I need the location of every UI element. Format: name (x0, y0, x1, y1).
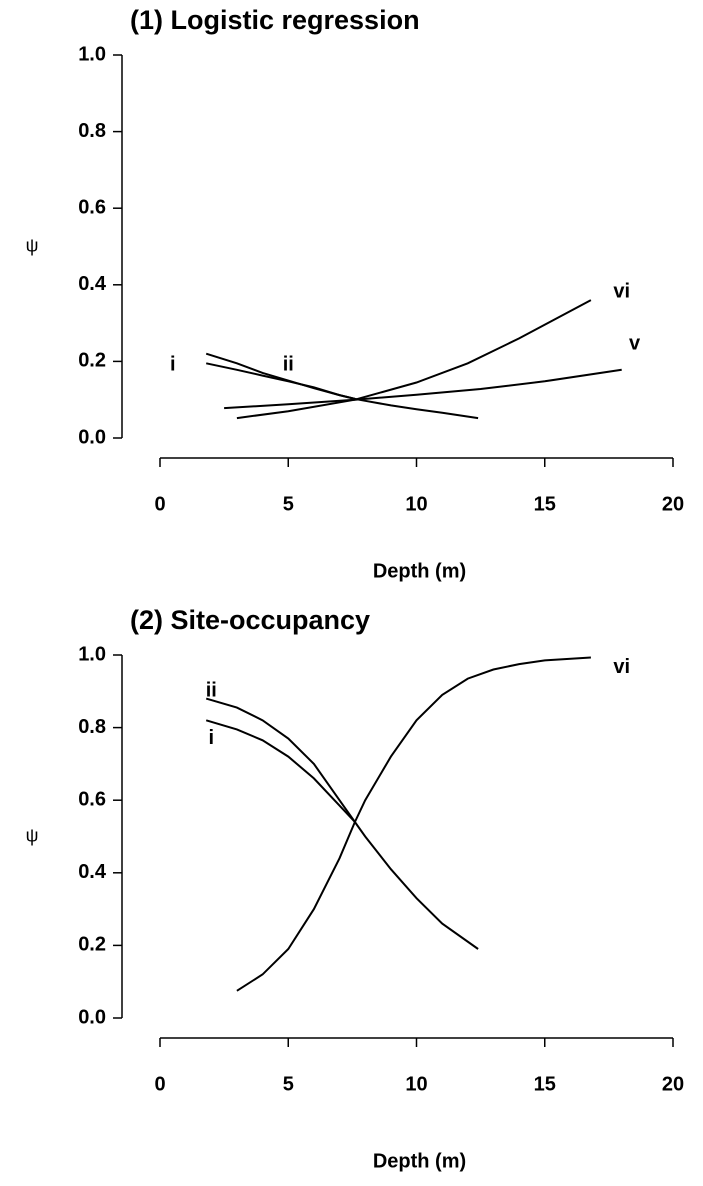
y-tick-label: 1.0 (78, 643, 106, 665)
x-tick-label: 10 (405, 493, 427, 515)
y-axis-label: ψ (26, 235, 39, 255)
y-tick-label: 0.2 (78, 350, 106, 372)
y-tick-label: 0.0 (78, 426, 106, 448)
y-tick-label: 0.4 (78, 861, 107, 883)
series-line (205, 719, 356, 823)
series-label: vi (613, 281, 630, 303)
y-tick-label: 0.2 (78, 934, 106, 956)
x-axis-label: Depth (m) (373, 560, 466, 582)
x-tick-label: 0 (154, 493, 165, 515)
series-line (236, 299, 592, 420)
y-tick-label: 0.8 (78, 120, 106, 142)
series-label: v (629, 332, 641, 354)
y-axis-label: ψ (26, 825, 39, 845)
y-tick-label: 0.8 (78, 716, 106, 738)
series-label: i (170, 354, 176, 376)
y-tick-label: 0.6 (78, 196, 106, 218)
x-tick-label: 15 (534, 1073, 556, 1095)
series-line (224, 368, 622, 410)
x-tick-label: 20 (662, 493, 684, 515)
x-tick-label: 10 (405, 1073, 427, 1095)
series-label: i (209, 727, 215, 749)
y-tick-label: 0.0 (78, 1006, 106, 1028)
x-tick-label: 5 (283, 1073, 294, 1095)
series-line (205, 697, 479, 950)
series-label: vi (613, 656, 630, 678)
series-label: ii (206, 680, 217, 702)
series-label: ii (283, 354, 294, 376)
x-tick-label: 15 (534, 493, 556, 515)
y-tick-label: 1.0 (78, 43, 106, 65)
chart-title: (2) Site-occupancy (130, 605, 370, 635)
x-tick-label: 0 (154, 1073, 165, 1095)
y-tick-label: 0.4 (78, 273, 107, 295)
x-axis-label: Depth (m) (373, 1150, 466, 1172)
y-tick-label: 0.6 (78, 788, 106, 810)
series-line (236, 656, 591, 992)
x-tick-label: 5 (283, 493, 294, 515)
series-line (205, 352, 479, 420)
chart-title: (1) Logistic regression (130, 5, 420, 35)
x-tick-label: 20 (662, 1073, 684, 1095)
